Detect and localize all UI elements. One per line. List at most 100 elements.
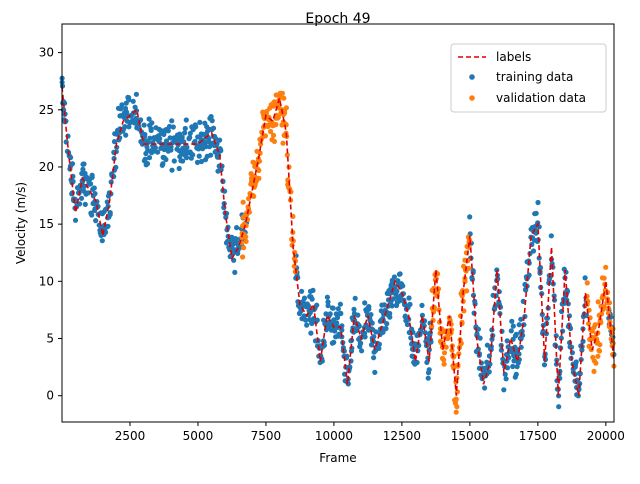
data-point — [289, 242, 295, 248]
data-point — [441, 357, 447, 363]
legend-training-text: training data — [496, 70, 573, 84]
data-point — [441, 361, 447, 367]
data-point — [426, 367, 432, 373]
data-point — [595, 353, 601, 359]
data-point — [126, 97, 132, 103]
legend-training-marker — [469, 74, 475, 80]
data-point — [111, 155, 117, 162]
x-tick-label: 7500 — [251, 429, 282, 443]
data-point — [453, 396, 459, 402]
data-point — [475, 326, 481, 332]
data-point — [324, 294, 330, 300]
data-point — [243, 238, 249, 244]
data-point — [376, 341, 382, 347]
x-tick-label: 5000 — [183, 429, 214, 443]
data-point — [141, 122, 147, 128]
data-point — [130, 98, 136, 104]
data-point — [394, 288, 400, 294]
data-point — [171, 158, 177, 164]
data-point — [605, 310, 612, 316]
data-point — [70, 178, 76, 185]
data-point — [591, 368, 597, 374]
data-point — [544, 315, 551, 321]
data-point — [240, 199, 246, 205]
data-point — [182, 130, 188, 136]
data-point — [400, 283, 406, 289]
data-point — [270, 132, 277, 138]
data-point — [352, 295, 358, 301]
data-point — [601, 304, 607, 310]
data-point — [406, 295, 412, 301]
data-point — [209, 118, 215, 124]
x-tick-label: 10000 — [315, 429, 353, 443]
data-point — [104, 199, 110, 205]
data-point — [509, 318, 515, 324]
data-point — [372, 369, 378, 375]
data-point — [334, 315, 341, 321]
data-point — [89, 172, 95, 178]
data-point — [282, 110, 288, 116]
data-point — [169, 167, 175, 173]
data-point — [92, 191, 98, 197]
data-point — [510, 363, 516, 370]
data-point — [305, 303, 312, 309]
data-point — [535, 220, 541, 226]
data-point — [443, 344, 449, 350]
data-point — [208, 152, 214, 158]
data-point — [503, 376, 509, 382]
data-point — [78, 195, 85, 201]
data-point — [548, 233, 554, 239]
data-point — [187, 130, 193, 136]
y-tick-label: 20 — [39, 160, 54, 174]
data-point — [149, 120, 155, 126]
data-point — [414, 359, 420, 366]
data-point — [82, 201, 88, 207]
data-point — [530, 248, 537, 254]
data-point — [196, 153, 202, 159]
data-point — [279, 90, 285, 96]
data-point — [376, 345, 382, 351]
data-point — [281, 95, 287, 101]
data-point — [533, 210, 539, 216]
legend-validation-marker — [469, 95, 475, 101]
data-point — [556, 393, 562, 399]
data-point — [309, 296, 315, 302]
data-point — [338, 310, 344, 317]
data-point — [454, 404, 460, 410]
data-point — [603, 264, 609, 270]
data-point — [592, 322, 598, 328]
data-point — [146, 116, 152, 122]
data-point — [537, 265, 544, 271]
data-point — [99, 238, 105, 244]
data-point — [93, 218, 99, 224]
data-point — [459, 319, 465, 325]
data-point — [193, 124, 199, 130]
data-point — [387, 314, 393, 320]
data-point — [256, 167, 262, 173]
data-point — [165, 128, 171, 134]
data-point — [582, 275, 588, 281]
data-point — [309, 320, 315, 326]
data-point — [72, 217, 79, 223]
data-point — [466, 265, 472, 271]
data-point — [508, 328, 514, 334]
data-point — [183, 117, 189, 123]
data-point — [232, 269, 238, 275]
data-point — [142, 156, 148, 162]
data-point — [469, 276, 475, 282]
data-point — [475, 346, 481, 352]
data-point — [194, 159, 201, 165]
data-point — [596, 348, 603, 354]
data-point — [271, 138, 277, 144]
data-point — [533, 230, 539, 236]
data-point — [139, 141, 145, 147]
data-point — [355, 312, 361, 318]
data-point — [250, 159, 256, 165]
data-point — [182, 125, 188, 132]
data-point — [486, 353, 492, 359]
data-point — [310, 287, 316, 293]
data-point — [218, 148, 224, 154]
data-point — [351, 306, 357, 312]
legend-labels-text: labels — [496, 50, 531, 64]
